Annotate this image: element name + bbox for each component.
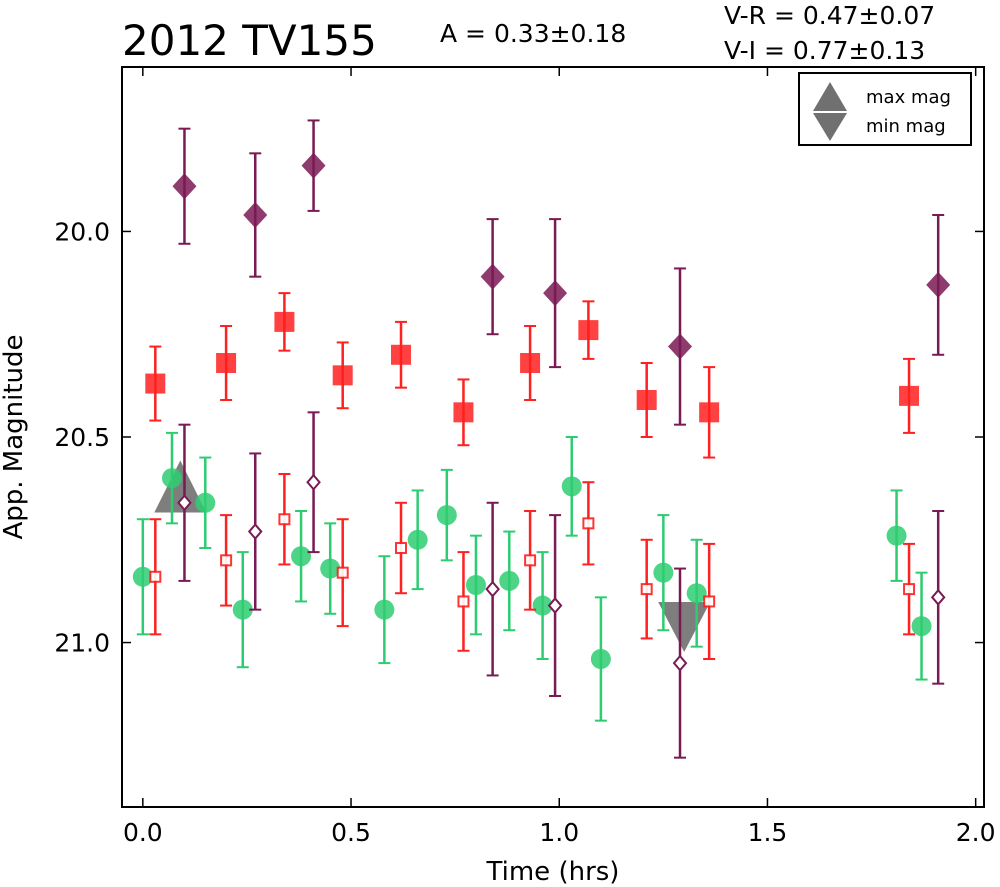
- legend-max-label: max mag: [866, 87, 951, 108]
- x-tick-label: 1.0: [539, 818, 579, 847]
- data-point-square: [578, 320, 599, 341]
- data-point-circle: [686, 583, 707, 604]
- amplitude-label: A = 0.33±0.18: [440, 19, 626, 48]
- x-tick-label: 0.5: [331, 818, 371, 847]
- data-point-open-diamond: [485, 580, 500, 598]
- vr-color-label: V-R = 0.47±0.07: [724, 1, 935, 30]
- data-point-open-square: [903, 583, 916, 596]
- data-point-open-square: [336, 566, 349, 579]
- data-point-open-diamond: [177, 494, 192, 512]
- data-point-square: [636, 390, 657, 410]
- data-point-circle: [465, 575, 486, 595]
- data-point-circle: [561, 476, 582, 497]
- data-point-circle: [195, 492, 216, 513]
- data-point-square: [899, 385, 920, 406]
- data-point-open-square: [149, 570, 162, 583]
- data-point-circle: [590, 649, 611, 669]
- data-point-circle: [291, 546, 312, 567]
- data-point-square: [274, 311, 295, 332]
- data-point-open-square: [220, 554, 233, 567]
- data-point-circle: [911, 616, 932, 637]
- data-point-diamond: [172, 173, 197, 200]
- data-point-diamond: [301, 152, 326, 179]
- data-point-square: [391, 344, 412, 365]
- y-tick-label: 20.5: [54, 423, 110, 452]
- x-tick-label: 0.0: [123, 818, 163, 847]
- x-tick-label: 2.0: [956, 818, 996, 847]
- data-point-open-diamond: [306, 473, 321, 491]
- data-point-square: [453, 402, 474, 423]
- data-point-open-diamond: [547, 597, 563, 615]
- max-mag-marker: [154, 460, 207, 513]
- data-point-diamond: [480, 263, 505, 290]
- min-mag-marker: [658, 602, 711, 652]
- data-point-open-square: [640, 583, 653, 596]
- data-point-circle: [161, 468, 182, 489]
- data-point-circle: [653, 562, 674, 583]
- data-point-square: [216, 353, 237, 373]
- data-point-circle: [132, 566, 153, 587]
- legend-max-marker-icon: [813, 82, 847, 111]
- y-axis-label: App. Magnitude: [0, 334, 29, 539]
- data-point-circle: [499, 570, 520, 591]
- data-point-circle: [407, 529, 428, 550]
- data-point-circle: [436, 505, 457, 526]
- data-point-square: [699, 402, 720, 423]
- legend-min-marker-icon: [813, 113, 847, 141]
- y-tick-label: 20.0: [54, 217, 110, 246]
- data-point-open-square: [703, 595, 716, 608]
- data-point-open-square: [278, 513, 291, 526]
- data-point-open-diamond: [247, 523, 263, 541]
- y-tick-label: 21.0: [54, 629, 110, 658]
- data-point-open-square: [582, 517, 595, 530]
- data-point-circle: [886, 525, 907, 546]
- data-point-open-diamond: [672, 654, 688, 672]
- x-axis-label: Time (hrs): [486, 857, 620, 887]
- data-point-open-diamond: [930, 588, 946, 606]
- x-tick-label: 1.5: [748, 818, 788, 847]
- data-point-circle: [320, 558, 341, 579]
- data-point-square: [332, 365, 353, 386]
- data-point-square: [145, 373, 166, 394]
- data-point-diamond: [668, 333, 693, 360]
- chart-title: 2012 TV155: [122, 16, 377, 65]
- data-point-circle: [532, 595, 553, 616]
- legend-min-label: min mag: [866, 116, 946, 137]
- data-point-circle: [232, 599, 253, 620]
- vi-color-label: V-I = 0.77±0.13: [724, 36, 925, 65]
- data-point-diamond: [543, 280, 568, 307]
- data-point-open-square: [524, 554, 537, 567]
- legend: max mag min mag: [798, 72, 972, 146]
- data-point-open-square: [395, 542, 408, 554]
- axes: 0.0 0.5 1.0 1.5 2.0 20.0 20.5 21.0: [54, 67, 996, 847]
- data-point-diamond: [243, 202, 268, 228]
- data-point-square: [520, 353, 541, 373]
- data-point-diamond: [926, 271, 951, 298]
- plot-marks: [132, 119, 951, 759]
- data-point-open-square: [457, 595, 470, 608]
- data-point-circle: [374, 599, 395, 620]
